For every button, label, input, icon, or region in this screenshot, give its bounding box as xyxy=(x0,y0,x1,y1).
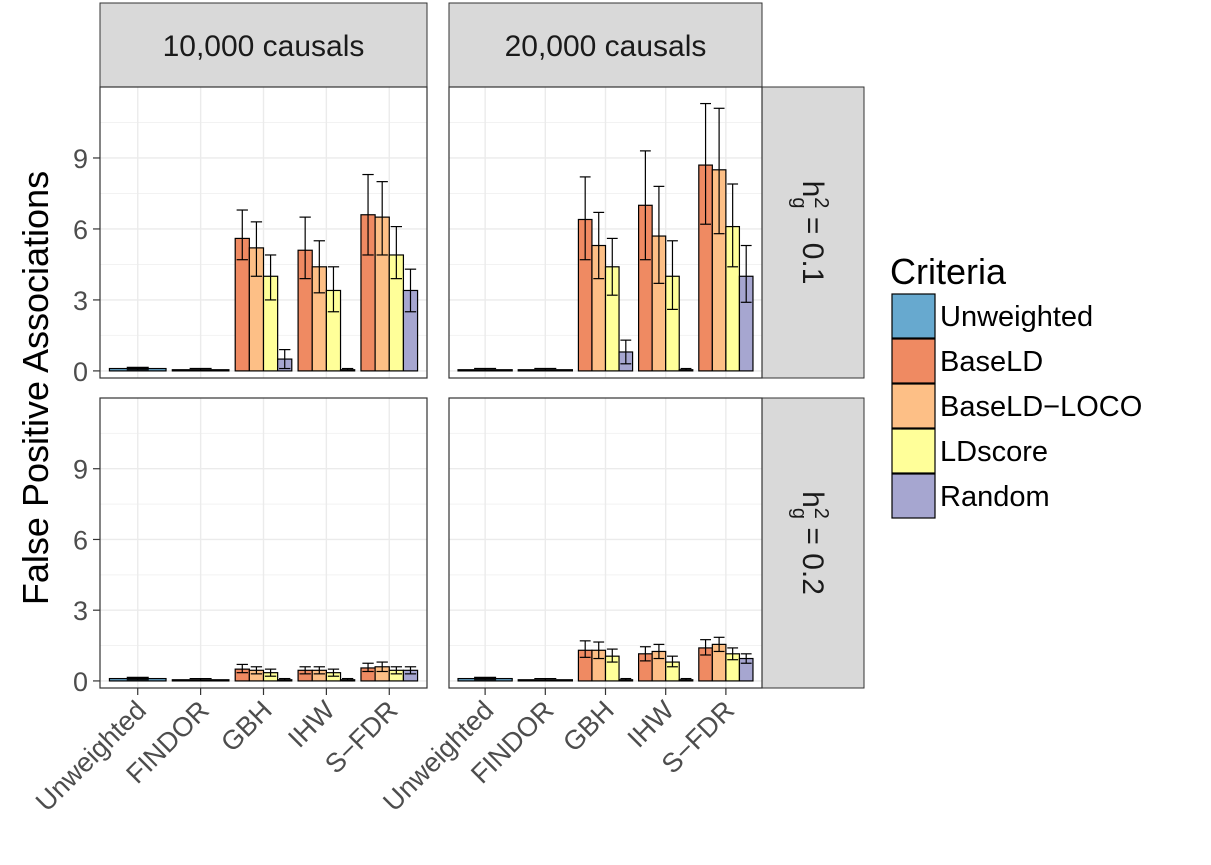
row-strip-1 xyxy=(761,86,865,379)
legend-label-ldscore: LDscore xyxy=(940,436,1048,468)
legend-title: Criteria xyxy=(890,251,1007,292)
y-axis-title: False Positive Associations xyxy=(15,171,56,605)
legend-items: Unweighted BaseLD BaseLD−LOCO LDscore Random xyxy=(891,293,1142,519)
panel-border xyxy=(448,86,763,379)
row-strip-label-2: h2g = 0.2 xyxy=(788,491,832,595)
legend-swatch-baseld xyxy=(891,338,936,384)
y-tick-label: 6 xyxy=(73,525,88,555)
legend-swatch-random xyxy=(891,473,936,519)
legend-swatch-ldscore xyxy=(891,428,936,474)
y-tick-label: 0 xyxy=(73,357,88,387)
panel-r1-c2 xyxy=(448,86,763,379)
x-tick-label: GBH xyxy=(557,695,620,758)
legend-label-baseld-loco: BaseLD−LOCO xyxy=(940,391,1142,423)
panel-border xyxy=(99,86,428,379)
legend-label-unweighted: Unweighted xyxy=(940,301,1093,333)
column-strip-1 xyxy=(99,2,428,88)
column-strip-2 xyxy=(448,2,763,88)
legend-label-baseld: BaseLD xyxy=(940,346,1043,378)
y-tick-label: 0 xyxy=(73,667,88,697)
panel-r2-c1 xyxy=(99,397,428,689)
y-tick-label: 9 xyxy=(73,144,88,174)
column-strip-label-1: 10,000 causals xyxy=(163,30,365,63)
column-strip-label-2: 20,000 causals xyxy=(505,30,707,63)
y-tick-label: 3 xyxy=(73,286,88,316)
panel-r1-c1 xyxy=(99,86,428,379)
chart-panels: 10,000 causals 20,000 causals h2g = 0.1 h2g… xyxy=(99,2,865,689)
legend: Criteria Unweighted BaseLD BaseLD−LOCO LDsc… xyxy=(890,251,1142,519)
legend-swatch-unweighted xyxy=(891,293,936,339)
y-tick-label: 6 xyxy=(73,215,88,245)
y-tick-label: 9 xyxy=(73,455,88,485)
row-strip-label-1: h2g = 0.1 xyxy=(788,181,832,285)
row-strip-2 xyxy=(761,397,865,689)
y-tick-label: 3 xyxy=(73,596,88,626)
panel-r2-c2 xyxy=(448,397,763,689)
x-tick-label: GBH xyxy=(215,695,278,758)
legend-swatch-baseld-loco xyxy=(891,383,936,429)
legend-label-random: Random xyxy=(940,481,1050,513)
